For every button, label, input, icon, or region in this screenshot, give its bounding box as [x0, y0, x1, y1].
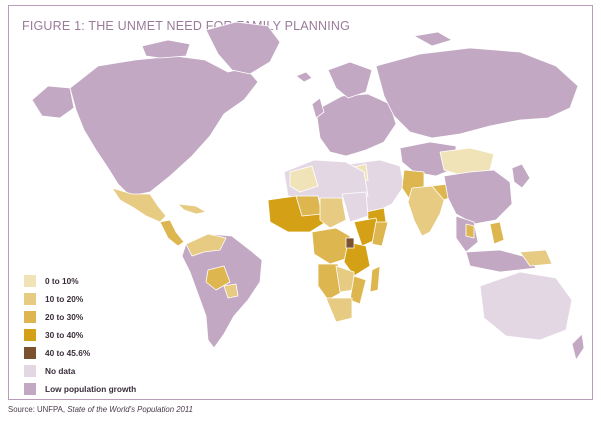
region-madagascar: [369, 265, 381, 293]
region-uganda: [345, 237, 355, 249]
source-title: State of the World's Population 2011: [67, 405, 193, 414]
region-east-africa: [343, 241, 371, 277]
region-nigeria-chad: [319, 197, 347, 229]
region-morocco-algeria: [289, 165, 319, 193]
region-north-america: [69, 55, 259, 197]
legend-swatch: [24, 347, 36, 359]
legend-item-no-data: No data: [24, 362, 136, 380]
region-mexico: [111, 187, 167, 223]
legend-swatch: [24, 365, 36, 377]
region-russia: [375, 47, 579, 139]
region-sudan: [341, 191, 369, 223]
region-australia: [479, 271, 573, 341]
region-laos-cambodia: [465, 223, 475, 239]
region-bolivia: [205, 265, 231, 291]
region-iceland: [295, 71, 313, 83]
source-prefix: Source: UNFPA,: [8, 405, 68, 414]
region-mozambique: [349, 275, 367, 305]
region-europe: [315, 93, 397, 157]
region-southern-africa-west: [317, 263, 343, 301]
legend-label: 30 to 40%: [45, 330, 84, 340]
legend-item-30-40: 30 to 40%: [24, 326, 136, 344]
legend-label: 40 to 45.6%: [45, 348, 91, 358]
legend-label: Low population growth: [45, 384, 137, 394]
legend-label: No data: [45, 366, 76, 376]
region-scandinavia: [327, 61, 373, 99]
region-alaska: [31, 85, 75, 119]
legend-label: 10 to 20%: [45, 294, 84, 304]
region-colombia-venezuela: [185, 233, 227, 257]
region-south-america: [181, 233, 263, 349]
legend-swatch: [24, 275, 36, 287]
region-somalia: [371, 221, 389, 247]
map-legend: 0 to 10% 10 to 20% 20 to 30% 30 to 40% 4…: [24, 272, 136, 398]
region-paraguay: [223, 283, 239, 299]
legend-item-low-growth: Low population growth: [24, 380, 136, 398]
region-indonesia: [465, 249, 537, 273]
region-new-zealand: [571, 333, 585, 361]
region-arctic-islands: [413, 31, 453, 47]
legend-item-40-45: 40 to 45.6%: [24, 344, 136, 362]
legend-swatch: [24, 383, 36, 395]
legend-swatch: [24, 311, 36, 323]
source-note: Source: UNFPA, State of the World's Popu…: [8, 405, 193, 414]
region-central-asia: [399, 141, 457, 177]
legend-label: 20 to 30%: [45, 312, 84, 322]
region-central-america: [159, 219, 185, 247]
legend-label: 0 to 10%: [45, 276, 79, 286]
region-papua: [519, 249, 553, 267]
region-philippines: [489, 221, 505, 245]
region-china: [443, 169, 513, 225]
legend-swatch: [24, 293, 36, 305]
region-korea-japan: [511, 163, 531, 189]
region-canadian-islands: [141, 39, 191, 59]
legend-item-0-10: 0 to 10%: [24, 272, 136, 290]
region-greenland: [205, 21, 281, 75]
region-caribbean: [177, 203, 207, 215]
legend-swatch: [24, 329, 36, 341]
region-uk: [311, 97, 325, 119]
region-south-africa: [325, 297, 353, 323]
legend-item-20-30: 20 to 30%: [24, 308, 136, 326]
legend-item-10-20: 10 to 20%: [24, 290, 136, 308]
